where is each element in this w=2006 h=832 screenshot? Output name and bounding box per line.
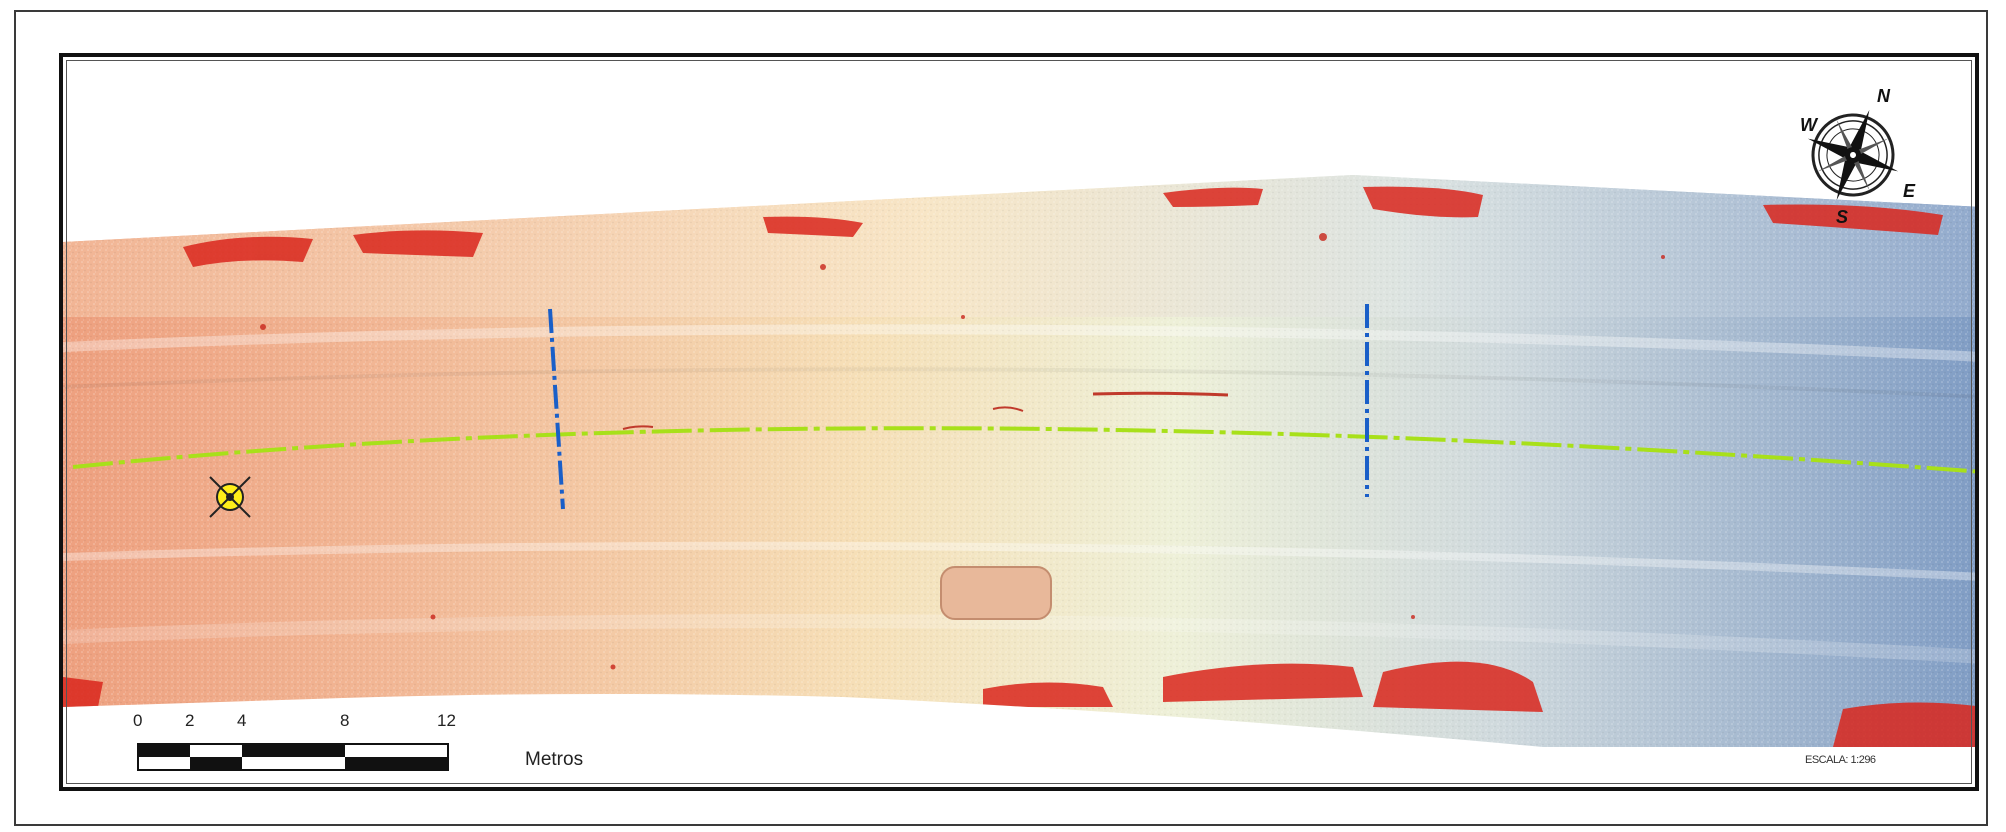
compass-north-label: N: [1877, 86, 1891, 106]
compass-rose-icon: [1807, 109, 1899, 201]
scale-unit-label: Metros: [525, 749, 584, 770]
scale-tick-0: 0: [133, 711, 143, 730]
compass-east-label: E: [1903, 181, 1916, 201]
compass-south-label: S: [1836, 207, 1848, 227]
centerline[interactable]: [72, 426, 1979, 474]
scale-bar: [137, 743, 449, 771]
scattered-red-specks: [260, 233, 1665, 670]
scale-tick-2: 2: [185, 711, 195, 730]
crosshair-target-icon[interactable]: [209, 476, 251, 518]
section-line-1[interactable]: [548, 308, 565, 510]
compass-west-label: W: [1800, 115, 1819, 135]
compass-letters: N E S W: [1800, 86, 1916, 227]
elevation-raster: [63, 175, 1975, 747]
centerline-defect-small: [622, 425, 654, 430]
high-elevation-patches: [63, 186, 1975, 747]
map-frame: N E S W 0 2 4 8 12 Metros ESCALA: 1:296: [59, 53, 1979, 791]
scale-tick-4: 4: [237, 711, 247, 730]
scale-tick-12: 12: [437, 711, 456, 730]
map-canvas[interactable]: N E S W: [63, 57, 1979, 791]
scale-tick-8: 8: [340, 711, 350, 730]
scale-ratio-text: ESCALA: 1:296: [1805, 754, 1876, 766]
structure-block: [940, 566, 1052, 620]
centerline-defect: [1092, 391, 1229, 397]
centerline-defect-small: [992, 406, 1024, 412]
